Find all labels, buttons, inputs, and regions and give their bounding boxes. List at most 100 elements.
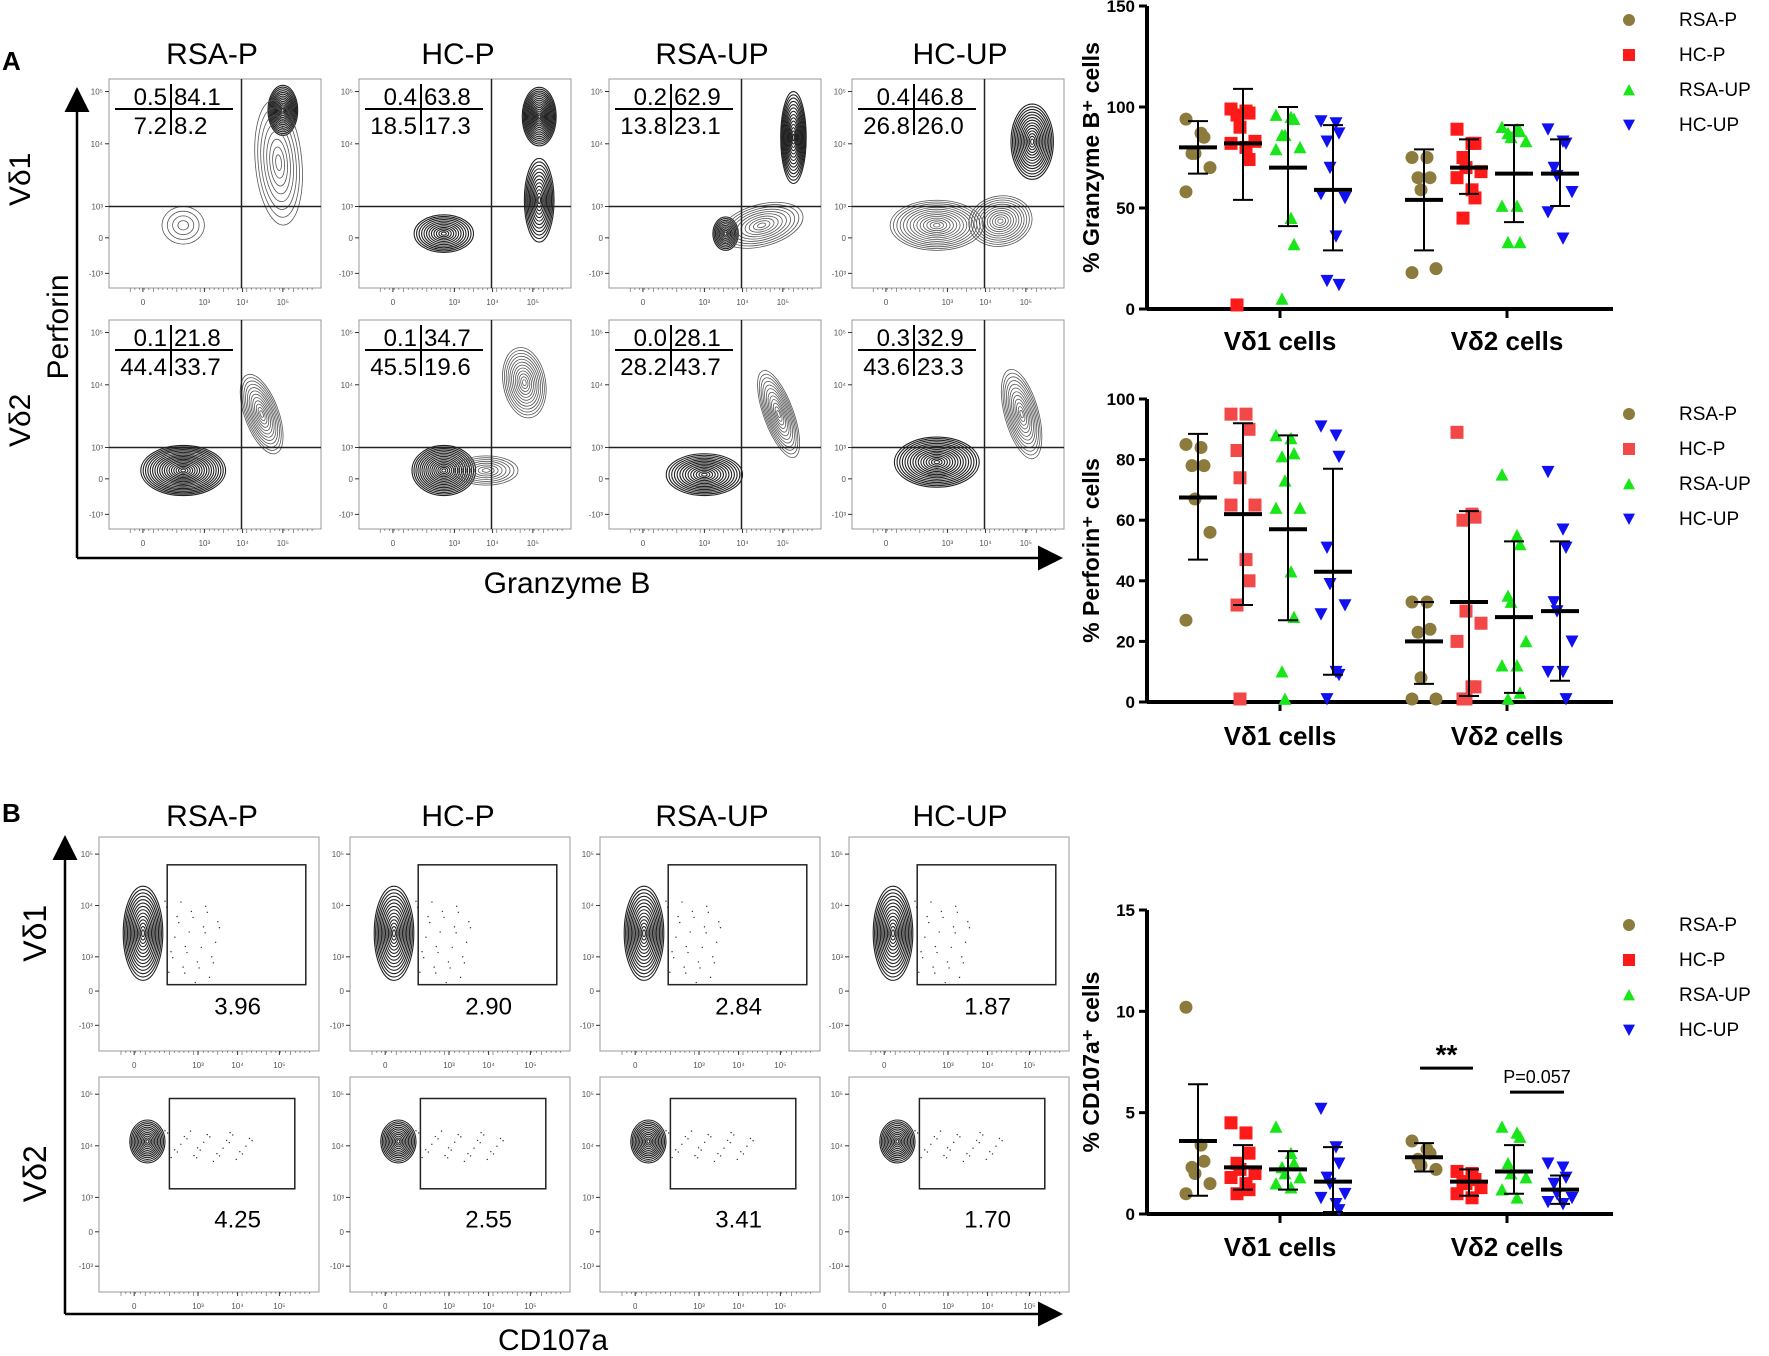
contour-line	[1017, 406, 1026, 422]
contour-line	[437, 465, 451, 476]
contour-line	[758, 373, 799, 455]
category-label: Vδ2 cells	[1451, 326, 1564, 356]
data-point	[1541, 206, 1555, 219]
event-dot	[926, 1151, 929, 1153]
contour-line	[379, 899, 409, 968]
y-tick-label: -10³	[589, 269, 604, 278]
x-tick-label: 10⁴	[981, 1061, 994, 1070]
y-tick-label: 10⁵	[582, 1090, 594, 1099]
data-point	[1405, 595, 1419, 609]
event-dot	[746, 1145, 748, 1147]
event-dot	[186, 1138, 188, 1140]
data-point	[1510, 528, 1524, 542]
data-point	[1293, 1171, 1307, 1184]
event-dot	[922, 956, 924, 959]
quadrant-value: 28.2	[620, 354, 667, 381]
gate-percentage: 3.41	[715, 1207, 762, 1234]
contour-line	[1014, 398, 1029, 430]
contour-line	[668, 454, 741, 495]
category-label: Vδ2 cells	[1451, 721, 1564, 751]
event-dot	[457, 1133, 459, 1136]
y-tick-label: -10³	[580, 1021, 595, 1030]
contour-line	[888, 922, 898, 944]
legend-label: RSA-P	[1679, 915, 1737, 936]
x-tick-label: 10⁵	[524, 1302, 536, 1311]
contour-line	[1009, 387, 1034, 441]
quadrant-value: 34.7	[424, 325, 471, 352]
contour-line	[976, 201, 1025, 241]
dot-plot-3: 0 5 10 15 % CD107a⁺ cells Vδ1 cells Vδ2 cells R…	[1078, 901, 1751, 1262]
x-tick-label: 10³	[693, 1302, 705, 1311]
event-dot	[667, 1132, 670, 1134]
data-point	[1197, 1154, 1211, 1168]
data-point	[1338, 192, 1352, 205]
contour-line	[907, 444, 967, 480]
contour-line	[928, 456, 946, 468]
contour-line	[786, 113, 801, 162]
data-point	[1224, 1171, 1238, 1185]
contour-line	[180, 468, 187, 473]
event-dot	[473, 1147, 475, 1149]
y-tick-label: 10⁵	[831, 850, 843, 859]
event-dot	[674, 1149, 677, 1151]
event-dot	[425, 936, 427, 938]
data-point	[1450, 1187, 1464, 1201]
y-tick-label: 0	[340, 1228, 345, 1237]
data-point	[1239, 553, 1253, 567]
contour-line	[139, 926, 147, 941]
data-point	[1194, 440, 1208, 454]
data-point	[1541, 123, 1555, 136]
event-dot	[914, 900, 916, 902]
quadrant-value: 43.6	[863, 354, 910, 381]
contour-line	[781, 97, 805, 178]
event-dot	[942, 916, 944, 919]
event-dot	[995, 1145, 997, 1147]
contour-line	[430, 225, 457, 243]
event-dot	[700, 1149, 702, 1151]
event-dot	[961, 956, 963, 958]
event-dot	[954, 932, 956, 934]
contour-line	[1028, 135, 1036, 148]
event-dot	[740, 1151, 742, 1153]
contour-line	[1012, 395, 1031, 434]
contour-line	[736, 211, 787, 240]
event-dot	[444, 1154, 446, 1157]
x-tick-label: 10⁴	[231, 1061, 244, 1070]
contour-line	[1011, 106, 1053, 178]
data-point	[1275, 292, 1289, 305]
contour-line	[881, 905, 905, 961]
contour-line	[889, 199, 984, 251]
contour-line	[682, 462, 727, 488]
data-point	[1429, 1162, 1443, 1176]
y-tick-label: 10³	[591, 202, 603, 211]
data-point	[1233, 471, 1247, 485]
contour-line	[634, 1124, 663, 1159]
data-point	[1287, 112, 1301, 125]
y-axis-label: % Granzyme B⁺ cells	[1078, 42, 1104, 273]
contour-line	[880, 1121, 915, 1162]
column-title-rsa-up: RSA-UP	[655, 800, 768, 833]
event-dot	[490, 1151, 492, 1153]
contour-line	[534, 189, 544, 212]
contour-line	[1025, 130, 1039, 153]
contour-line	[423, 220, 465, 247]
event-dot	[435, 972, 437, 974]
contour-line	[718, 224, 733, 243]
data-point	[1269, 1177, 1283, 1190]
column-title-rsa-p: RSA-P	[166, 800, 258, 833]
contour-line	[1019, 409, 1024, 419]
quadrant-value: 26.8	[863, 113, 910, 140]
legend-label: HC-P	[1679, 950, 1725, 971]
data-point	[1284, 211, 1298, 224]
y-tick-label: 10³	[91, 202, 103, 211]
quadrant-value: 46.8	[917, 84, 964, 111]
legend-label: HC-UP	[1679, 115, 1739, 136]
event-dot	[451, 946, 453, 949]
contour-line	[882, 1123, 913, 1160]
event-dot	[194, 981, 196, 984]
x-tick-label: 0	[383, 1061, 388, 1070]
contour-line	[131, 905, 155, 961]
y-tick-label: 10⁵	[341, 329, 353, 338]
event-dot	[955, 905, 957, 908]
event-dot	[180, 1143, 182, 1145]
